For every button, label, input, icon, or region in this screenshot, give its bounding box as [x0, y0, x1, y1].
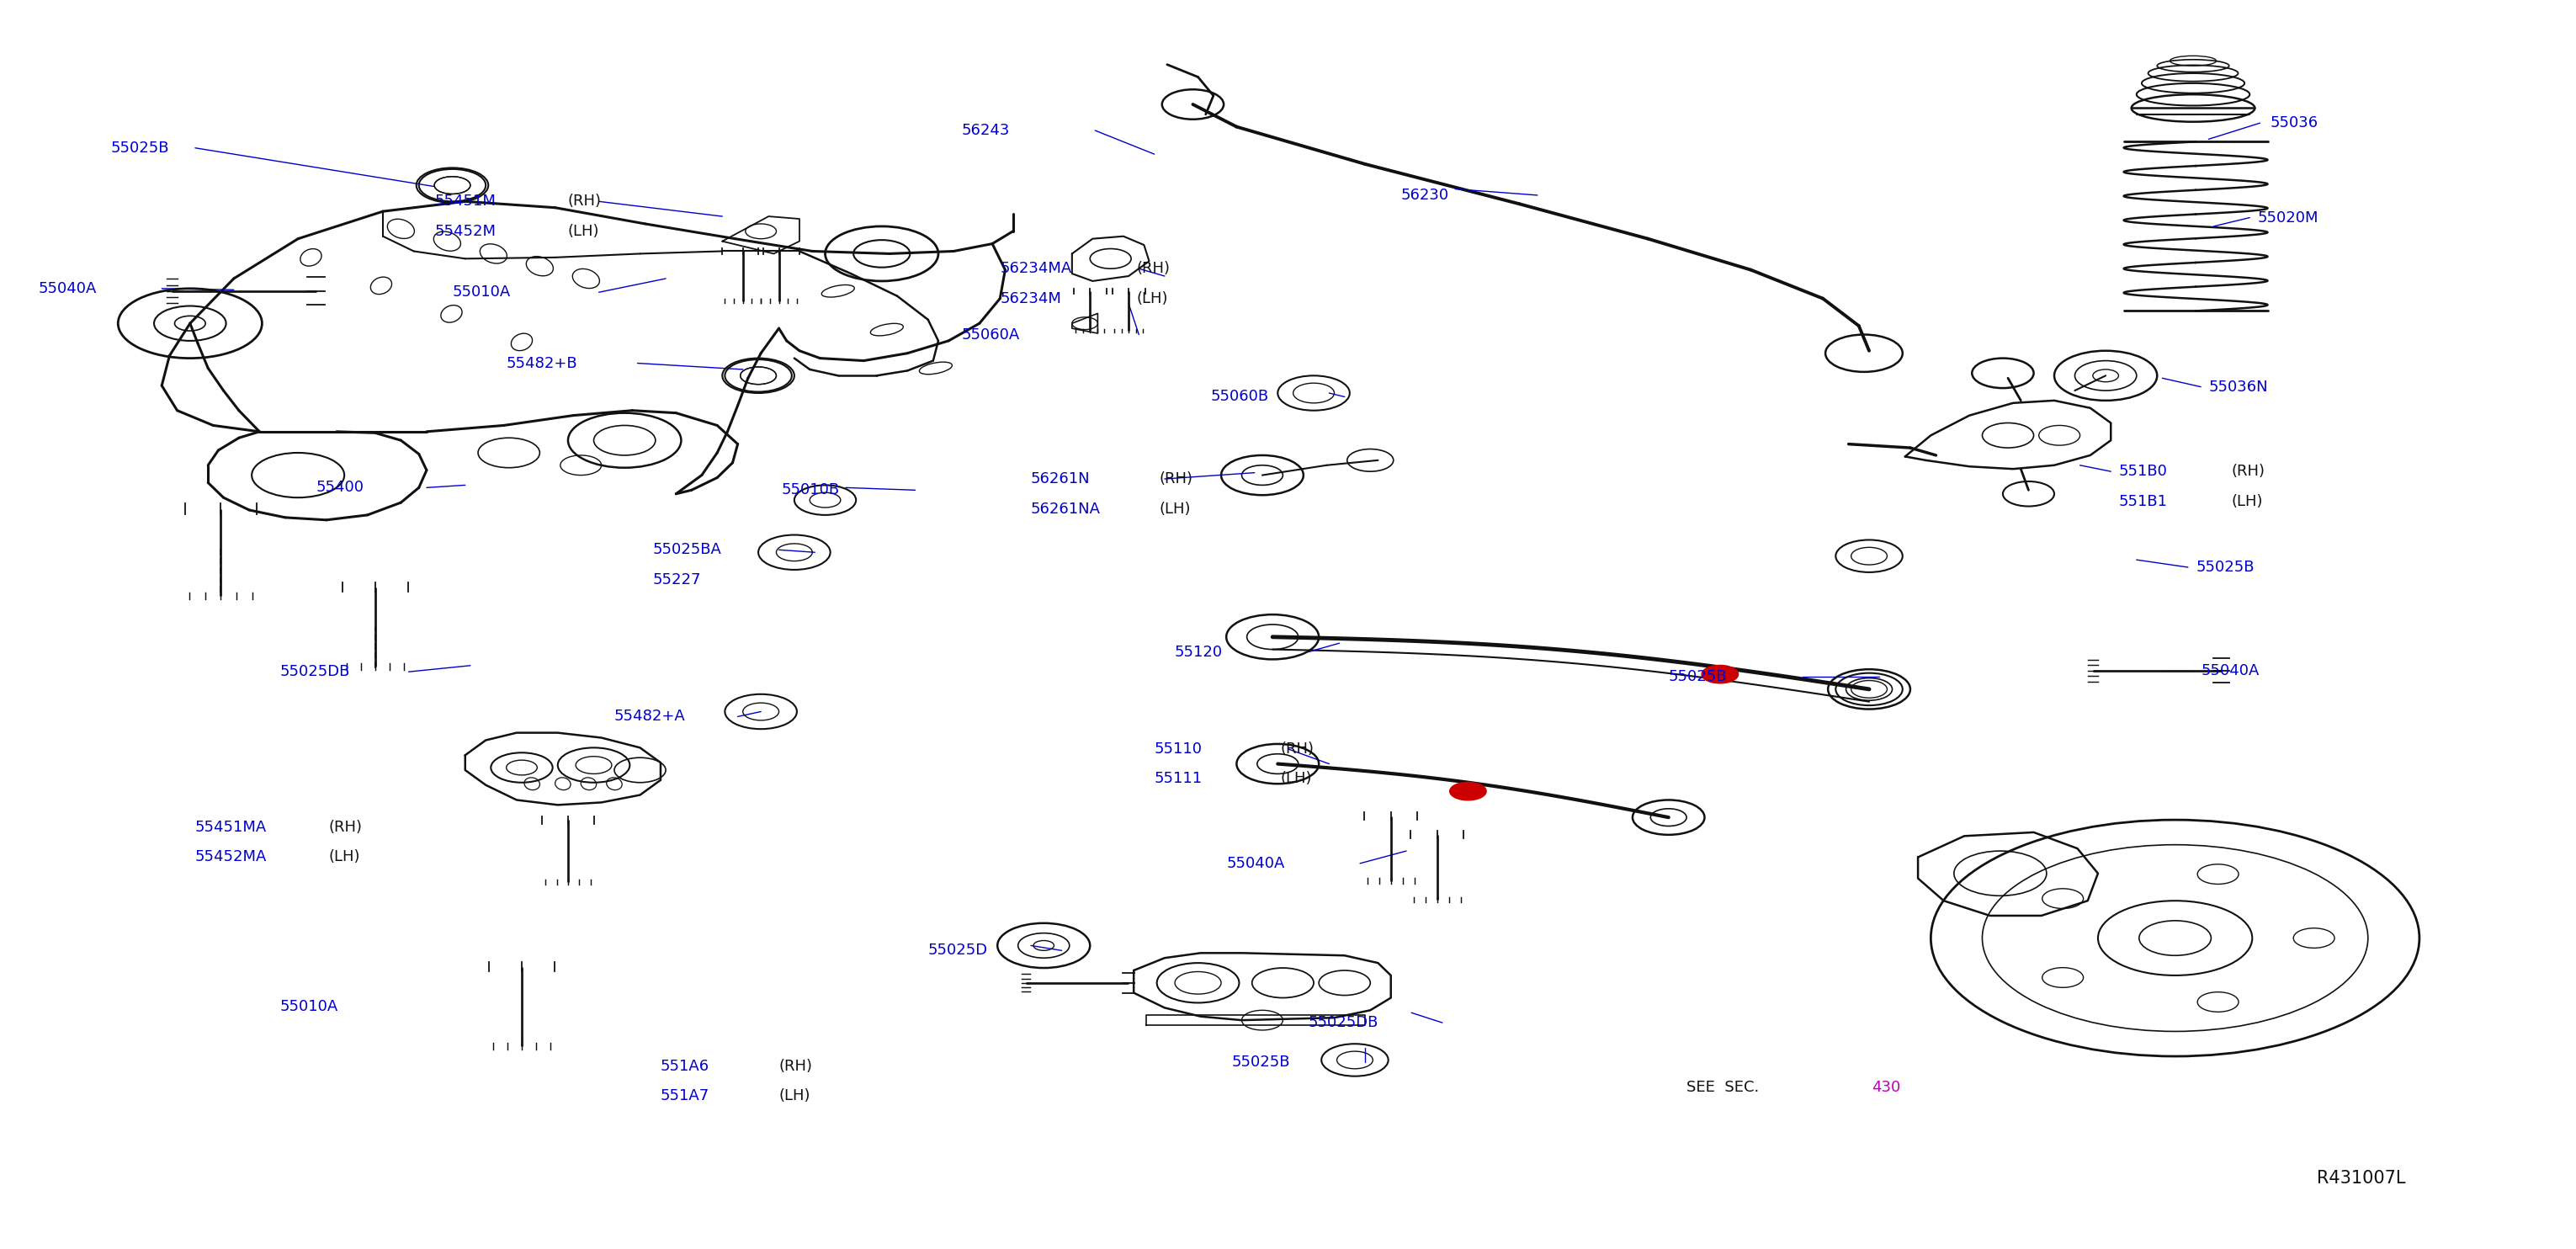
Text: 55025B: 55025B [1231, 1055, 1291, 1070]
Text: 551A7: 551A7 [659, 1089, 708, 1104]
Text: 55025B: 55025B [2195, 560, 2254, 575]
Text: (RH): (RH) [330, 819, 363, 834]
Text: 55025B: 55025B [1669, 669, 1726, 684]
Text: 56230: 56230 [1401, 187, 1450, 202]
Text: 55110: 55110 [1154, 742, 1203, 757]
Text: 55451MA: 55451MA [196, 819, 268, 834]
Text: 56234MA: 56234MA [999, 261, 1072, 276]
Text: 55111: 55111 [1154, 771, 1203, 787]
Text: 55010A: 55010A [281, 999, 337, 1014]
Text: 55040A: 55040A [39, 281, 98, 296]
Text: 55040A: 55040A [1226, 856, 1285, 871]
Text: (RH): (RH) [2231, 463, 2264, 480]
Text: 551B0: 551B0 [2117, 463, 2166, 480]
Circle shape [1450, 783, 1486, 799]
Text: 56261NA: 56261NA [1030, 501, 1100, 516]
Text: (RH): (RH) [1280, 742, 1314, 757]
Text: SEE  SEC.: SEE SEC. [1687, 1080, 1759, 1095]
Text: (LH): (LH) [1159, 501, 1190, 516]
Text: (RH): (RH) [569, 194, 603, 209]
Text: 55120: 55120 [1175, 644, 1224, 659]
Text: 55025B: 55025B [111, 140, 170, 155]
Text: 56243: 56243 [961, 122, 1010, 139]
Text: 55452M: 55452M [435, 224, 495, 239]
Text: 56234M: 56234M [999, 291, 1061, 306]
Text: 55040A: 55040A [2200, 663, 2259, 678]
Text: (LH): (LH) [1280, 771, 1311, 787]
Text: 55452MA: 55452MA [196, 849, 268, 864]
Text: 55020M: 55020M [2257, 210, 2318, 225]
Text: 55025D: 55025D [927, 943, 987, 958]
Text: 55025DB: 55025DB [1309, 1015, 1378, 1030]
Text: (RH): (RH) [1159, 471, 1193, 487]
Text: 55036N: 55036N [2208, 380, 2267, 395]
Text: 551B1: 551B1 [2117, 493, 2166, 508]
Text: 55482+A: 55482+A [613, 709, 685, 724]
Text: (LH): (LH) [569, 224, 600, 239]
Text: (LH): (LH) [1136, 291, 1167, 306]
Text: 55227: 55227 [652, 572, 701, 587]
Text: 55451M: 55451M [435, 194, 495, 209]
Text: 55482+B: 55482+B [507, 356, 577, 371]
Text: 55010B: 55010B [781, 482, 840, 497]
Text: 551A6: 551A6 [659, 1059, 708, 1074]
Circle shape [1703, 666, 1739, 683]
Text: R431007L: R431007L [2316, 1170, 2406, 1187]
Text: (LH): (LH) [330, 849, 361, 864]
Text: 55036: 55036 [2269, 115, 2318, 131]
Text: 430: 430 [1873, 1080, 1901, 1095]
Text: (RH): (RH) [778, 1059, 811, 1074]
Text: 55060B: 55060B [1211, 390, 1270, 405]
Text: (RH): (RH) [1136, 261, 1170, 276]
Text: 55060A: 55060A [961, 327, 1020, 342]
Text: (LH): (LH) [778, 1089, 811, 1104]
Text: 55400: 55400 [317, 480, 363, 495]
Text: (LH): (LH) [2231, 493, 2264, 508]
Text: 55010A: 55010A [453, 285, 510, 300]
Text: 55025BA: 55025BA [652, 542, 721, 557]
Text: 56261N: 56261N [1030, 471, 1090, 487]
Text: 55025DB: 55025DB [281, 664, 350, 679]
